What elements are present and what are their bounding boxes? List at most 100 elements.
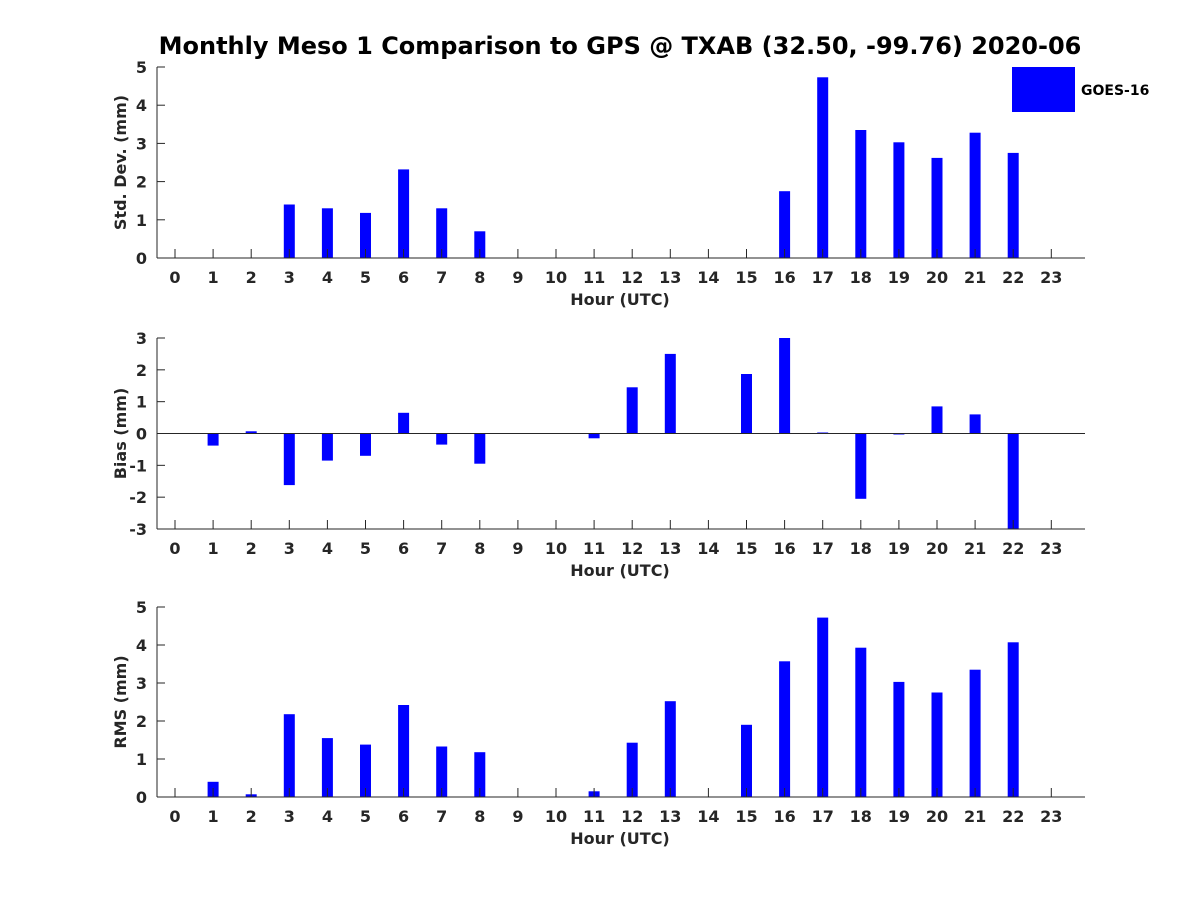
x-tick-label: 17	[812, 268, 834, 287]
x-tick-label: 2	[246, 268, 257, 287]
bar-hour-21	[969, 669, 981, 797]
bar-hour-22	[1007, 433, 1019, 529]
x-tick-label: 0	[169, 268, 180, 287]
x-tick-label: 11	[583, 807, 605, 826]
x-tick-label: 6	[398, 268, 409, 287]
bar-hour-7	[436, 746, 448, 797]
legend-swatch	[1012, 67, 1075, 112]
x-tick-label: 23	[1040, 539, 1062, 558]
y-tick-label: 1	[136, 393, 147, 412]
y-tick-label: 5	[136, 598, 147, 617]
y-tick-label: 5	[136, 58, 147, 77]
bar-hour-7	[436, 208, 448, 258]
x-tick-label: 8	[474, 268, 485, 287]
x-tick-label: 16	[773, 807, 795, 826]
bar-hour-16	[779, 191, 791, 258]
bar-hour-17	[817, 77, 829, 258]
x-tick-label: 20	[926, 268, 948, 287]
x-tick-label: 23	[1040, 268, 1062, 287]
chart-title: Monthly Meso 1 Comparison to GPS @ TXAB …	[159, 32, 1082, 60]
x-tick-label: 19	[888, 807, 910, 826]
x-tick-label: 5	[360, 268, 371, 287]
x-tick-label: 6	[398, 539, 409, 558]
legend-label: GOES-16	[1081, 83, 1149, 99]
x-tick-label: 22	[1002, 268, 1024, 287]
x-tick-label: 0	[169, 539, 180, 558]
x-tick-label: 18	[850, 807, 872, 826]
x-tick-label: 21	[964, 539, 986, 558]
bar-hour-13	[664, 701, 676, 797]
y-tick-label: 4	[136, 96, 147, 115]
x-tick-label: 16	[773, 268, 795, 287]
x-tick-label: 20	[926, 539, 948, 558]
x-tick-label: 18	[850, 268, 872, 287]
x-tick-label: 5	[360, 539, 371, 558]
x-tick-label: 14	[697, 539, 719, 558]
bar-hour-18	[855, 647, 867, 797]
bar-hour-6	[398, 412, 410, 434]
bar-hour-8	[474, 752, 486, 797]
x-tick-label: 1	[208, 539, 219, 558]
x-tick-label: 2	[246, 539, 257, 558]
legend: GOES-16	[1012, 67, 1149, 112]
bar-hour-4	[321, 738, 333, 797]
x-tick-label: 2	[246, 807, 257, 826]
bar-hour-11	[588, 433, 600, 439]
x-tick-label: 6	[398, 807, 409, 826]
y-tick-label: 2	[136, 712, 147, 731]
x-tick-label: 4	[322, 807, 333, 826]
x-tick-label: 21	[964, 807, 986, 826]
bar-hour-20	[931, 406, 943, 434]
x-tick-label: 19	[888, 539, 910, 558]
x-tick-label: 4	[322, 268, 333, 287]
bar-hour-3	[283, 204, 295, 258]
bar-hour-12	[626, 387, 638, 434]
y-tick-label: -1	[129, 456, 147, 475]
x-tick-label: 12	[621, 539, 643, 558]
bar-hour-18	[855, 130, 867, 258]
y-axis-label: Bias (mm)	[111, 388, 130, 480]
y-tick-label: -2	[129, 488, 147, 507]
y-axis-label: Std. Dev. (mm)	[111, 95, 130, 230]
x-tick-label: 1	[208, 807, 219, 826]
bar-hour-12	[626, 742, 638, 797]
x-tick-label: 11	[583, 268, 605, 287]
bar-hour-16	[779, 661, 791, 797]
bar-hour-22	[1007, 152, 1019, 258]
bar-hour-6	[398, 705, 410, 797]
x-tick-label: 13	[659, 539, 681, 558]
y-tick-label: -3	[129, 520, 147, 539]
bar-hour-19	[893, 681, 905, 797]
x-tick-label: 15	[735, 807, 757, 826]
x-tick-label: 4	[322, 539, 333, 558]
x-tick-label: 9	[512, 539, 523, 558]
bar-hour-4	[321, 433, 333, 461]
bar-hour-13	[664, 353, 676, 434]
x-tick-label: 22	[1002, 539, 1024, 558]
y-tick-label: 0	[136, 788, 147, 807]
x-tick-label: 10	[545, 539, 567, 558]
y-tick-label: 1	[136, 211, 147, 230]
bar-hour-15	[741, 374, 752, 434]
y-tick-label: 0	[136, 425, 147, 444]
x-tick-label: 15	[735, 268, 757, 287]
x-tick-label: 13	[659, 268, 681, 287]
x-tick-label: 7	[436, 268, 447, 287]
bar-hour-2	[245, 431, 257, 434]
x-tick-label: 16	[773, 539, 795, 558]
bar-hour-3	[283, 433, 295, 486]
bar-hour-6	[398, 169, 410, 258]
x-tick-label: 10	[545, 268, 567, 287]
y-tick-label: 1	[136, 750, 147, 769]
x-tick-label: 13	[659, 807, 681, 826]
x-tick-label: 8	[474, 539, 485, 558]
bar-hour-20	[931, 157, 943, 258]
x-tick-label: 14	[697, 268, 719, 287]
bar-hour-1	[207, 433, 219, 446]
x-tick-label: 21	[964, 268, 986, 287]
x-tick-label: 8	[474, 807, 485, 826]
bar-hour-16	[779, 338, 791, 434]
